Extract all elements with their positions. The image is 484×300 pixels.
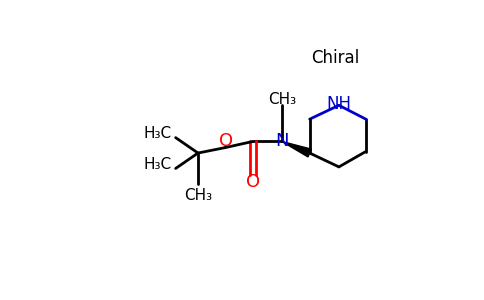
- Text: CH₃: CH₃: [184, 188, 212, 203]
- Text: H₃C: H₃C: [144, 157, 172, 172]
- Text: Chiral: Chiral: [311, 49, 359, 67]
- Polygon shape: [282, 142, 311, 157]
- Text: NH: NH: [326, 94, 351, 112]
- Text: N: N: [275, 132, 288, 150]
- Text: O: O: [245, 172, 260, 190]
- Text: O: O: [219, 132, 233, 150]
- Text: CH₃: CH₃: [268, 92, 296, 106]
- Text: H₃C: H₃C: [144, 126, 172, 141]
